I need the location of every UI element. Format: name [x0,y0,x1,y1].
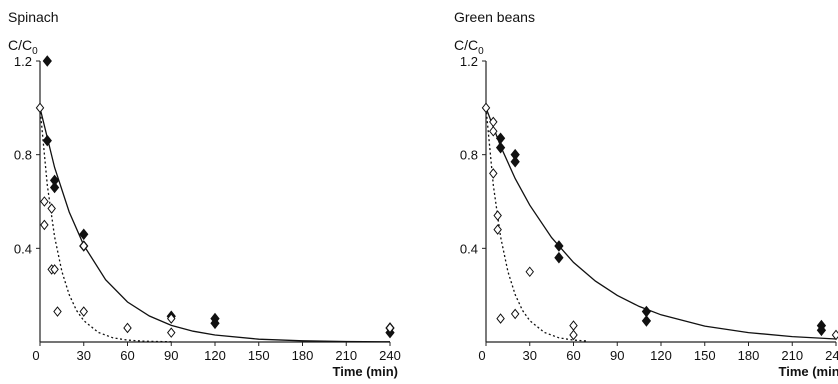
x-tick-label: 90 [164,348,178,363]
x-tick-label: 0 [32,348,39,363]
open-diamond-point [35,102,45,114]
filled-diamond-point [510,155,520,168]
x-tick-label: 60 [566,348,580,363]
x-tick-label: 120 [204,348,226,363]
solid-fit-curve [39,107,391,343]
y-tick-label: 0.4 [460,241,478,256]
y-tick-label: 1.2 [14,54,32,69]
filled-diamond-point [641,315,652,327]
open-diamond-point [50,264,59,275]
open-diamond-point [510,308,520,320]
open-diamond-point [123,322,132,334]
x-tick-label: 210 [335,348,357,363]
open-diamond-point [489,168,498,179]
x-tick-label: 210 [781,348,803,363]
open-diamond-point [569,329,578,341]
y-tick-label: 0.4 [14,241,32,256]
x-tick-label: 90 [610,348,624,363]
filled-diamond-point [554,251,564,264]
open-diamond-point [489,125,498,137]
filled-diamond-point [42,55,52,67]
open-diamond-point [167,327,176,338]
open-diamond-point [53,306,62,317]
y-axis-label: C/C0 [8,37,38,57]
filled-diamond-point [495,141,506,154]
x-tick-label: 120 [650,348,672,363]
x-tick-label: 150 [694,348,716,363]
filled-diamond-point [210,317,220,330]
open-diamond-point [40,196,49,207]
open-diamond-point [47,203,56,214]
open-diamond-point [569,320,578,331]
y-tick-label: 0.8 [14,148,32,163]
x-tick-label: 0 [478,348,485,363]
chart-title: Spinach [8,9,59,25]
solid-fit-curve [485,107,837,340]
open-diamond-point [167,313,176,324]
filled-diamond-point [495,132,506,145]
chart-title: Green beans [454,9,535,25]
open-diamond-point [525,266,534,278]
dotted-fit-curve [39,107,172,343]
spinach-panel: 0.4 0.8 1.2 0 30 60 90 120 150 180 210 240 Time (min… [8,9,401,379]
open-diamond-point [496,313,505,324]
x-tick-label: 150 [248,348,270,363]
x-tick-label: 30 [523,348,537,363]
x-tick-label: 240 [379,348,401,363]
x-tick-label: 30 [77,348,91,363]
filled-diamond-point [79,228,89,241]
y-tick-label: 0.8 [460,148,478,163]
x-tick-label: 240 [825,348,838,363]
open-diamond-point [493,210,502,221]
open-diamond-point [79,240,88,252]
open-diamond-point [831,329,838,341]
y-tick-label: 1.2 [460,54,478,69]
filled-diamond-point [554,240,564,252]
open-diamond-point [385,322,395,334]
open-diamond-point [481,102,491,114]
x-axis-label: Time (min) [333,364,399,379]
open-diamond-point [493,224,502,235]
y-axis-label: C/C0 [454,37,484,57]
filled-diamond-point [816,324,827,337]
open-diamond-point [79,306,88,317]
filled-diamond-point [49,181,60,194]
x-axis-label: Time (min) [779,364,838,379]
filled-diamond-point [42,134,52,147]
x-tick-label: 60 [120,348,134,363]
x-tick-label: 180 [292,348,314,363]
open-diamond-point [40,219,49,231]
x-tick-label: 180 [738,348,760,363]
